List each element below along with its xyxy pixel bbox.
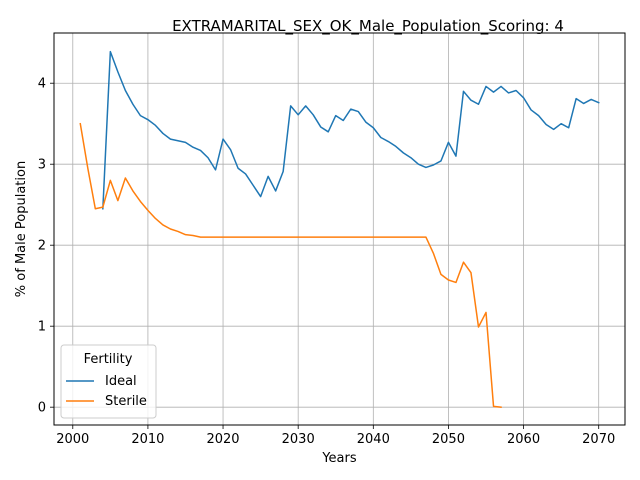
legend: Fertility Ideal Sterile	[61, 345, 156, 418]
x-tick-label: 2010	[131, 432, 164, 447]
series-line-ideal	[103, 52, 599, 209]
legend-label-sterile: Sterile	[105, 394, 147, 409]
x-axis-label: Years	[321, 451, 357, 466]
x-tick-label: 2020	[206, 432, 239, 447]
x-tick-label: 2050	[432, 432, 465, 447]
x-tick-label: 2070	[582, 432, 615, 447]
x-tick-label: 2000	[56, 432, 89, 447]
y-axis-label: % of Male Population	[14, 161, 29, 297]
y-tick-label: 1	[38, 320, 46, 335]
y-tick-label: 3	[38, 158, 46, 173]
y-tick-label: 4	[38, 77, 46, 92]
x-tick-label: 2030	[282, 432, 315, 447]
x-tick-label: 2060	[507, 432, 540, 447]
legend-title: Fertility	[84, 352, 133, 367]
legend-label-ideal: Ideal	[105, 374, 137, 389]
series-lines	[80, 52, 598, 408]
y-tick-label: 0	[38, 401, 46, 416]
x-tick-label: 2040	[357, 432, 390, 447]
y-tick-label: 2	[38, 239, 46, 254]
